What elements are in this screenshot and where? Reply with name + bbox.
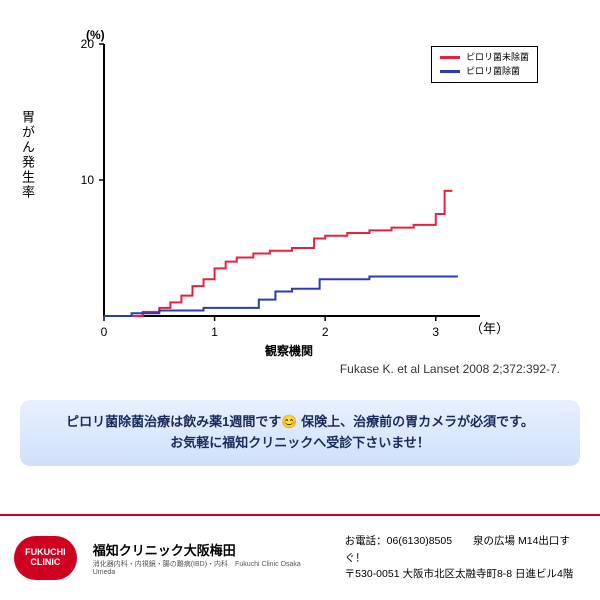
legend-swatch <box>440 56 460 59</box>
banner-line1a: ピロリ菌除菌治療は飲み薬1週間です <box>66 414 281 429</box>
banner-line1b: 保険上、治療前の胃カメラが必須です。 <box>298 414 534 429</box>
contact-line2: 〒530-0051 大阪市北区太融寺町8-8 日進ビル4階 <box>345 566 586 583</box>
chart-legend: ピロリ菌未除菌 ピロリ菌除菌 <box>431 46 538 83</box>
svg-text:1: 1 <box>211 325 218 339</box>
x-axis-unit: （年） <box>470 318 509 337</box>
svg-text:10: 10 <box>81 173 95 187</box>
smile-icon: 😊 <box>281 412 297 433</box>
clinic-name: 福知クリニック大阪梅田 <box>93 540 321 559</box>
clinic-subtitle: 消化器内科・内視鏡・腸の難病(IBD)・内科 Fukuchi Clinic Os… <box>93 559 321 576</box>
legend-label: ピロリ菌除菌 <box>466 65 520 79</box>
svg-text:0: 0 <box>101 325 108 339</box>
legend-item: ピロリ菌未除菌 <box>440 51 529 65</box>
clinic-logo: FUKUCHI CLINIC <box>14 536 77 580</box>
legend-label: ピロリ菌未除菌 <box>466 51 529 65</box>
svg-text:2: 2 <box>322 325 329 339</box>
logo-line2: CLINIC <box>30 558 60 568</box>
svg-text:3: 3 <box>432 325 439 339</box>
contact-block: お電話：06(6130)8505 泉の広場 M14出口すぐ！ 〒530-0051… <box>345 533 586 583</box>
legend-swatch <box>440 70 460 73</box>
clinic-name-block: 福知クリニック大阪梅田 消化器内科・内視鏡・腸の難病(IBD)・内科 Fukuc… <box>93 540 321 576</box>
x-axis-label: 観察機関 <box>265 342 313 359</box>
info-banner: ピロリ菌除菌治療は飲み薬1週間です😊 保険上、治療前の胃カメラが必須です。 お気… <box>20 400 580 466</box>
contact-line1: お電話：06(6130)8505 泉の広場 M14出口すぐ！ <box>345 533 586 567</box>
footer: FUKUCHI CLINIC 福知クリニック大阪梅田 消化器内科・内視鏡・腸の難… <box>0 514 600 600</box>
y-axis-label: 胃がん発生率 <box>18 110 37 200</box>
citation-text: Fukase K. et al Lanset 2008 2;372:392-7. <box>340 362 560 376</box>
svg-text:20: 20 <box>81 37 95 51</box>
legend-item: ピロリ菌除菌 <box>440 65 529 79</box>
banner-line2: お気軽に福知クリニックへ受診下さいませ！ <box>170 435 430 450</box>
